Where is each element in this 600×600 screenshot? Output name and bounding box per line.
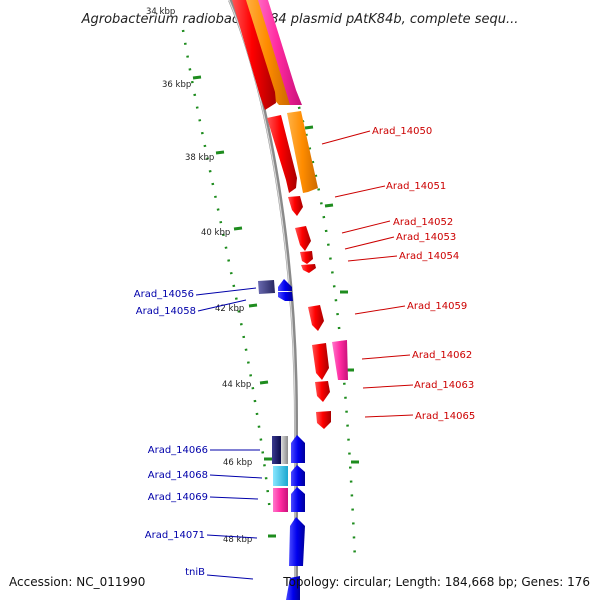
gene-red-14052 (295, 226, 311, 251)
blue-genes (258, 279, 305, 600)
label-Arad_14065: Arad_14065 (415, 411, 475, 422)
label-Arad_14066: Arad_14066 (148, 445, 208, 456)
label-Arad_14062: Arad_14062 (412, 350, 472, 361)
inner-tick-arc (181, 29, 272, 513)
label-Arad_14058: Arad_14058 (136, 306, 196, 317)
gene-red-14059 (308, 305, 324, 331)
topology-text: Topology: circular; Length: 184,668 bp; … (282, 575, 590, 589)
gene-blue-14066 (291, 435, 305, 463)
label-Arad_14056: Arad_14056 (134, 289, 194, 300)
kbp-label-42: 42 kbp (215, 304, 244, 314)
label-Arad_14069: Arad_14069 (148, 492, 208, 503)
gene-blue-14058 (278, 292, 293, 301)
gene-blue-14071 (289, 517, 305, 566)
label-Arad_14071: Arad_14071 (145, 530, 205, 541)
kbp-label-36: 36 kbp (162, 80, 191, 90)
gene-red-14054 (301, 264, 316, 273)
gene-blue-14068 (291, 465, 305, 486)
label-Arad_14063: Arad_14063 (414, 380, 474, 391)
gene-red-14063 (315, 381, 330, 402)
gene-navy-14066 (272, 436, 281, 464)
left-connectors (195, 287, 263, 580)
accession-text: Accession: NC_011990 (9, 575, 145, 589)
label-tniB: tniB (185, 567, 205, 578)
label-Arad_14051: Arad_14051 (386, 181, 446, 192)
map-title: Agrobacterium radiobacter K84 plasmid pA… (81, 12, 519, 27)
kbp-label-44: 44 kbp (222, 380, 251, 390)
gene-red-top (232, 0, 276, 110)
gene-red-14053 (300, 251, 313, 264)
label-Arad_14053: Arad_14053 (396, 232, 456, 243)
gene-blue-tniB (286, 576, 300, 600)
gene-cyan-14068 (273, 466, 288, 486)
kbp-label-40: 40 kbp (201, 228, 230, 238)
gene-orange-14050 (287, 111, 318, 193)
kbp-major-ticks (192, 75, 359, 538)
right-gene-labels: Arad_14050 Arad_14051 Arad_14052 Arad_14… (372, 126, 475, 422)
label-Arad_14068: Arad_14068 (148, 470, 208, 481)
gene-pink-14069 (273, 488, 288, 512)
left-gene-labels: Arad_14056 Arad_14058 Arad_14066 Arad_14… (134, 289, 208, 578)
kbp-label-48: 48 kbp (223, 535, 252, 545)
gene-purple-14056 (258, 280, 275, 294)
gene-red-14050 (267, 115, 297, 193)
gene-orange-top (244, 0, 290, 105)
right-connectors (321, 130, 414, 418)
gene-grey-14066 (281, 436, 288, 464)
gene-pink-14062 (332, 340, 348, 380)
label-Arad_14054: Arad_14054 (399, 251, 459, 262)
gene-red-14051 (288, 196, 303, 216)
gene-blue-14069 (291, 487, 305, 512)
gene-blue-14056 (278, 279, 292, 291)
kbp-label-46: 46 kbp (223, 458, 252, 468)
gene-red-14062 (312, 343, 329, 380)
label-Arad_14059: Arad_14059 (407, 301, 467, 312)
red-genes (232, 0, 331, 429)
kbp-label-38: 38 kbp (185, 153, 214, 163)
gene-red-14065 (316, 411, 331, 429)
label-Arad_14052: Arad_14052 (393, 217, 453, 228)
kbp-label-34: 34 kbp (146, 7, 175, 17)
label-Arad_14050: Arad_14050 (372, 126, 432, 137)
outer-strand-features (244, 0, 348, 380)
kbp-labels: 34 kbp 36 kbp 38 kbp 40 kbp 42 kbp 44 kb… (146, 7, 252, 545)
